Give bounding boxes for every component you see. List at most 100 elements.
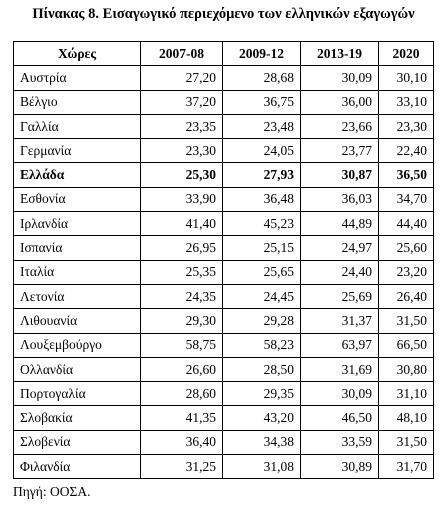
header-cell: Χώρες	[13, 40, 141, 67]
value-cell: 31,10	[378, 381, 434, 407]
value-cell: 48,10	[378, 405, 434, 431]
value-cell: 63,97	[300, 332, 379, 358]
country-cell: Εσθονία	[13, 186, 141, 213]
value-cell: 22,40	[378, 138, 434, 164]
table-row: Λιθουανία 29,30 29,28 31,37 31,50	[13, 308, 434, 334]
value-cell: 25,15	[222, 235, 301, 261]
country-cell: Ελλάδα	[13, 162, 141, 188]
value-cell: 23,30	[378, 113, 434, 140]
table-row: Λετονία 24,35 24,45 25,69 26,40	[13, 283, 434, 310]
value-cell: 31,69	[300, 356, 379, 383]
table-row: Πορτογαλία 28,60 29,35 30,09 31,10	[13, 381, 434, 407]
value-cell: 28,68	[222, 65, 301, 91]
value-cell: 30,89	[300, 454, 379, 480]
value-cell: 34,38	[222, 429, 301, 456]
value-cell: 31,70	[378, 454, 434, 480]
table-row: Σλοβενία 36,40 34,38 33,59 31,50	[13, 429, 434, 456]
table-row: Ελλάδα 25,30 27,93 30,87 36,50	[13, 162, 434, 188]
country-cell: Σλοβακία	[13, 405, 141, 431]
value-cell: 28,60	[140, 381, 223, 407]
table-row: Φιλανδία 31,25 31,08 30,89 31,70	[13, 454, 434, 480]
country-cell: Γερμανία	[13, 138, 141, 164]
value-cell: 36,40	[140, 429, 223, 456]
value-cell: 58,75	[140, 332, 223, 358]
header-cell: 2009-12	[222, 40, 301, 67]
table-row: Ιταλία 25,35 25,65 24,40 23,20	[13, 259, 434, 285]
value-cell: 26,60	[140, 356, 223, 383]
country-cell: Ολλανδία	[13, 356, 141, 383]
table-row: Εσθονία 33,90 36,48 36,03 34,70	[13, 186, 434, 213]
country-cell: Σλοβενία	[13, 429, 141, 456]
value-cell: 31,50	[378, 429, 434, 456]
value-cell: 31,08	[222, 454, 301, 480]
value-cell: 41,35	[140, 405, 223, 431]
value-cell: 23,77	[300, 138, 379, 164]
value-cell: 25,69	[300, 283, 379, 310]
value-cell: 25,35	[140, 259, 223, 285]
data-table: Χώρες 2007-08 2009-12 2013-19 2020 Αυστρία 27…	[13, 40, 434, 480]
value-cell: 24,35	[140, 283, 223, 310]
value-cell: 66,50	[378, 332, 434, 358]
table-row: Αυστρία 27,20 28,68 30,09 30,10	[13, 65, 434, 91]
value-cell: 37,20	[140, 89, 223, 115]
value-cell: 36,03	[300, 186, 379, 213]
country-cell: Λουξεμβούργο	[13, 332, 141, 358]
value-cell: 31,25	[140, 454, 223, 480]
value-cell: 23,66	[300, 113, 379, 140]
country-cell: Ιταλία	[13, 259, 141, 285]
value-cell: 23,35	[140, 113, 223, 140]
value-cell: 29,35	[222, 381, 301, 407]
value-cell: 30,10	[378, 65, 434, 91]
country-cell: Γαλλία	[13, 113, 141, 140]
value-cell: 30,87	[300, 162, 379, 188]
value-cell: 29,30	[140, 308, 223, 334]
value-cell: 43,20	[222, 405, 301, 431]
value-cell: 58,23	[222, 332, 301, 358]
value-cell: 36,00	[300, 89, 379, 115]
country-cell: Λετονία	[13, 283, 141, 310]
value-cell: 24,40	[300, 259, 379, 285]
value-cell: 31,37	[300, 308, 379, 334]
value-cell: 27,20	[140, 65, 223, 91]
value-cell: 23,20	[378, 259, 434, 285]
value-cell: 25,30	[140, 162, 223, 188]
value-cell: 30,09	[300, 65, 379, 91]
value-cell: 41,40	[140, 211, 223, 237]
value-cell: 44,40	[378, 211, 434, 237]
header-cell: 2013-19	[300, 40, 379, 67]
value-cell: 24,97	[300, 235, 379, 261]
header-row: Χώρες 2007-08 2009-12 2013-19 2020	[13, 40, 434, 67]
country-cell: Λιθουανία	[13, 308, 141, 334]
value-cell: 30,80	[378, 356, 434, 383]
source-note: Πηγή: ΟΟΣΑ.	[13, 484, 91, 499]
value-cell: 36,75	[222, 89, 301, 115]
table-row: Σλοβακία 41,35 43,20 46,50 48,10	[13, 405, 434, 431]
value-cell: 34,70	[378, 186, 434, 213]
table-row: Ολλανδία 26,60 28,50 31,69 30,80	[13, 356, 434, 383]
value-cell: 29,28	[222, 308, 301, 334]
table-row: Λουξεμβούργο 58,75 58,23 63,97 66,50	[13, 332, 434, 358]
table-row: Γαλλία 23,35 23,48 23,66 23,30	[13, 113, 434, 140]
header-cell: 2020	[378, 40, 434, 67]
value-cell: 45,23	[222, 211, 301, 237]
value-cell: 23,30	[140, 138, 223, 164]
value-cell: 27,93	[222, 162, 301, 188]
country-cell: Αυστρία	[13, 65, 141, 91]
table-title: Πίνακας 8. Εισαγωγικό περιεχόμενο των ελ…	[32, 6, 415, 22]
table-row: Βέλγιο 37,20 36,75 36,00 33,10	[13, 89, 434, 115]
value-cell: 26,95	[140, 235, 223, 261]
value-cell: 33,90	[140, 186, 223, 213]
value-cell: 36,48	[222, 186, 301, 213]
value-cell: 25,60	[378, 235, 434, 261]
value-cell: 24,45	[222, 283, 301, 310]
value-cell: 28,50	[222, 356, 301, 383]
country-cell: Ισπανία	[13, 235, 141, 261]
header-cell: 2007-08	[140, 40, 223, 67]
value-cell: 24,05	[222, 138, 301, 164]
country-cell: Φιλανδία	[13, 454, 141, 480]
value-cell: 26,40	[378, 283, 434, 310]
table-row: Ιρλανδία 41,40 45,23 44,89 44,40	[13, 211, 434, 237]
value-cell: 30,09	[300, 381, 379, 407]
value-cell: 36,50	[378, 162, 434, 188]
